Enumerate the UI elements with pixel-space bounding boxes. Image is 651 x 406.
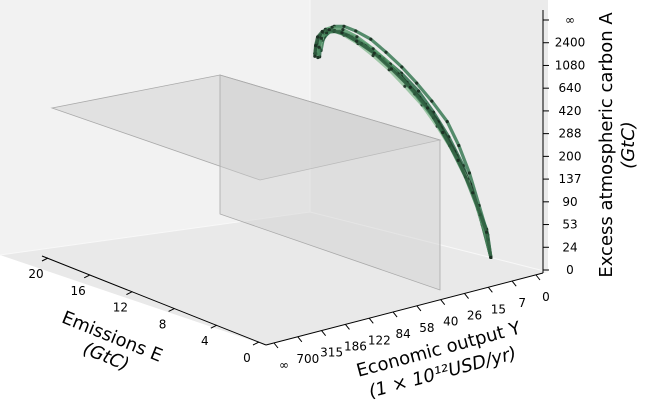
y-tick-mark — [440, 299, 446, 306]
series-line-7 — [313, 28, 493, 259]
x-tick-mark — [126, 291, 133, 296]
z-tick-label: 200 — [559, 149, 582, 163]
z-tick-label: 90 — [562, 195, 577, 209]
series-1-point-4 — [467, 171, 471, 175]
series-7-point-2 — [485, 230, 489, 234]
y-axis-line — [265, 272, 544, 346]
x-tick-label: 8 — [159, 317, 167, 331]
series-1-point-10 — [384, 50, 388, 54]
z-tick-label: 1080 — [555, 58, 586, 72]
x-tick-label: 4 — [201, 334, 209, 348]
series-6-point-14 — [317, 45, 321, 49]
series-7-point-11 — [340, 31, 344, 35]
series-1-point-7 — [430, 99, 434, 103]
x-axis-line — [41, 255, 267, 346]
z-tick-label: 640 — [559, 81, 582, 95]
y-tick-label: 7 — [518, 296, 526, 310]
series-1-point-9 — [400, 65, 404, 69]
series-7-point-12 — [327, 28, 331, 32]
series-1-point-6 — [445, 120, 449, 124]
y-tick-label: ∞ — [279, 358, 289, 372]
series-3-point-12 — [330, 25, 334, 29]
x-tick-mark — [83, 274, 91, 279]
y-tick-label: 0 — [542, 290, 550, 304]
series-7-point-13 — [320, 29, 324, 34]
y-tick-mark — [392, 311, 398, 318]
y-tick-label: 122 — [368, 333, 391, 347]
x-tick-mark — [252, 341, 260, 346]
series-1-point-12 — [354, 29, 358, 33]
x-tick-mark — [168, 307, 175, 312]
y-tick-label: 186 — [344, 339, 367, 353]
pane-edge-floor-back-right — [309, 211, 549, 273]
y-tick-label: 15 — [491, 302, 506, 316]
x-axis-ticks: 0 4 8 12 16 20 — [28, 257, 260, 365]
series-7-point-3 — [471, 191, 475, 195]
series-layer — [313, 24, 493, 259]
series-1-point-5 — [457, 143, 461, 148]
series-7-point-16 — [313, 54, 317, 58]
series-7-point-10 — [355, 39, 359, 43]
series-1-point-11 — [369, 37, 373, 41]
z-axis-ticks: 0 24 53 90 137 200 288 420 640 1080 2400 ∞ — [543, 13, 585, 277]
series-7-point-8 — [389, 67, 393, 71]
y-tick-mark — [511, 280, 517, 287]
y-tick-mark — [273, 342, 279, 349]
z-tick-label: 0 — [566, 263, 574, 277]
series-7-point-1 — [489, 255, 493, 259]
z-tick-label: 24 — [562, 240, 577, 254]
series-7-point-6 — [426, 106, 430, 110]
y-tick-mark — [345, 324, 350, 330]
series-7-point-7 — [408, 85, 412, 89]
y-tick-mark — [321, 330, 327, 336]
series-7-point-4 — [456, 158, 460, 162]
y-tick-label: 84 — [395, 327, 410, 341]
z-tick-label: 2400 — [555, 36, 586, 50]
pane-floor — [0, 212, 548, 345]
z-tick-label: ∞ — [565, 13, 575, 27]
x-tick-mark — [41, 257, 49, 262]
x-tick-label: 16 — [71, 284, 86, 298]
y-tick-label: 26 — [467, 309, 482, 323]
y-tick-mark — [535, 274, 541, 281]
boundary-plane-vertical — [219, 74, 441, 291]
z-tick-label: 420 — [559, 104, 582, 118]
series-1-point-8 — [415, 81, 419, 85]
z-tick-label: 137 — [559, 172, 582, 186]
pane-edge-floor-back-left — [0, 211, 311, 256]
x-tick-label: 0 — [243, 351, 251, 365]
z-tick-label: 53 — [562, 218, 577, 232]
series-7-point-15 — [314, 44, 318, 48]
y-tick-mark — [416, 305, 422, 312]
y-tick-mark — [487, 287, 493, 293]
series-3-point-10 — [355, 35, 359, 39]
x-tick-label: 12 — [113, 301, 128, 315]
y-tick-label: 700 — [296, 352, 319, 366]
series-7-point-5 — [441, 130, 445, 135]
z-axis-label: Excess atmospheric carbon A — [596, 12, 617, 278]
series-7-point-9 — [372, 51, 376, 55]
series-2-point-7 — [416, 89, 421, 93]
series-7-point-14 — [316, 35, 320, 39]
y-tick-label: 40 — [443, 315, 458, 329]
series-6-point-15 — [316, 55, 320, 60]
series-6-point-13 — [319, 36, 323, 40]
z-tick-label: 288 — [559, 127, 582, 141]
y-tick-label: 58 — [419, 321, 434, 335]
z-axis-unit: (GtC) — [618, 121, 639, 169]
x-tick-label: 20 — [28, 267, 43, 281]
y-tick-label: 315 — [320, 346, 343, 360]
y-tick-mark — [464, 293, 469, 299]
y-tick-mark — [297, 336, 303, 343]
y-tick-mark — [368, 317, 374, 324]
series-3-point-11 — [341, 28, 345, 32]
x-tick-mark — [210, 324, 218, 329]
pane-back-right — [310, 0, 548, 272]
series-1-point-13 — [342, 24, 346, 28]
